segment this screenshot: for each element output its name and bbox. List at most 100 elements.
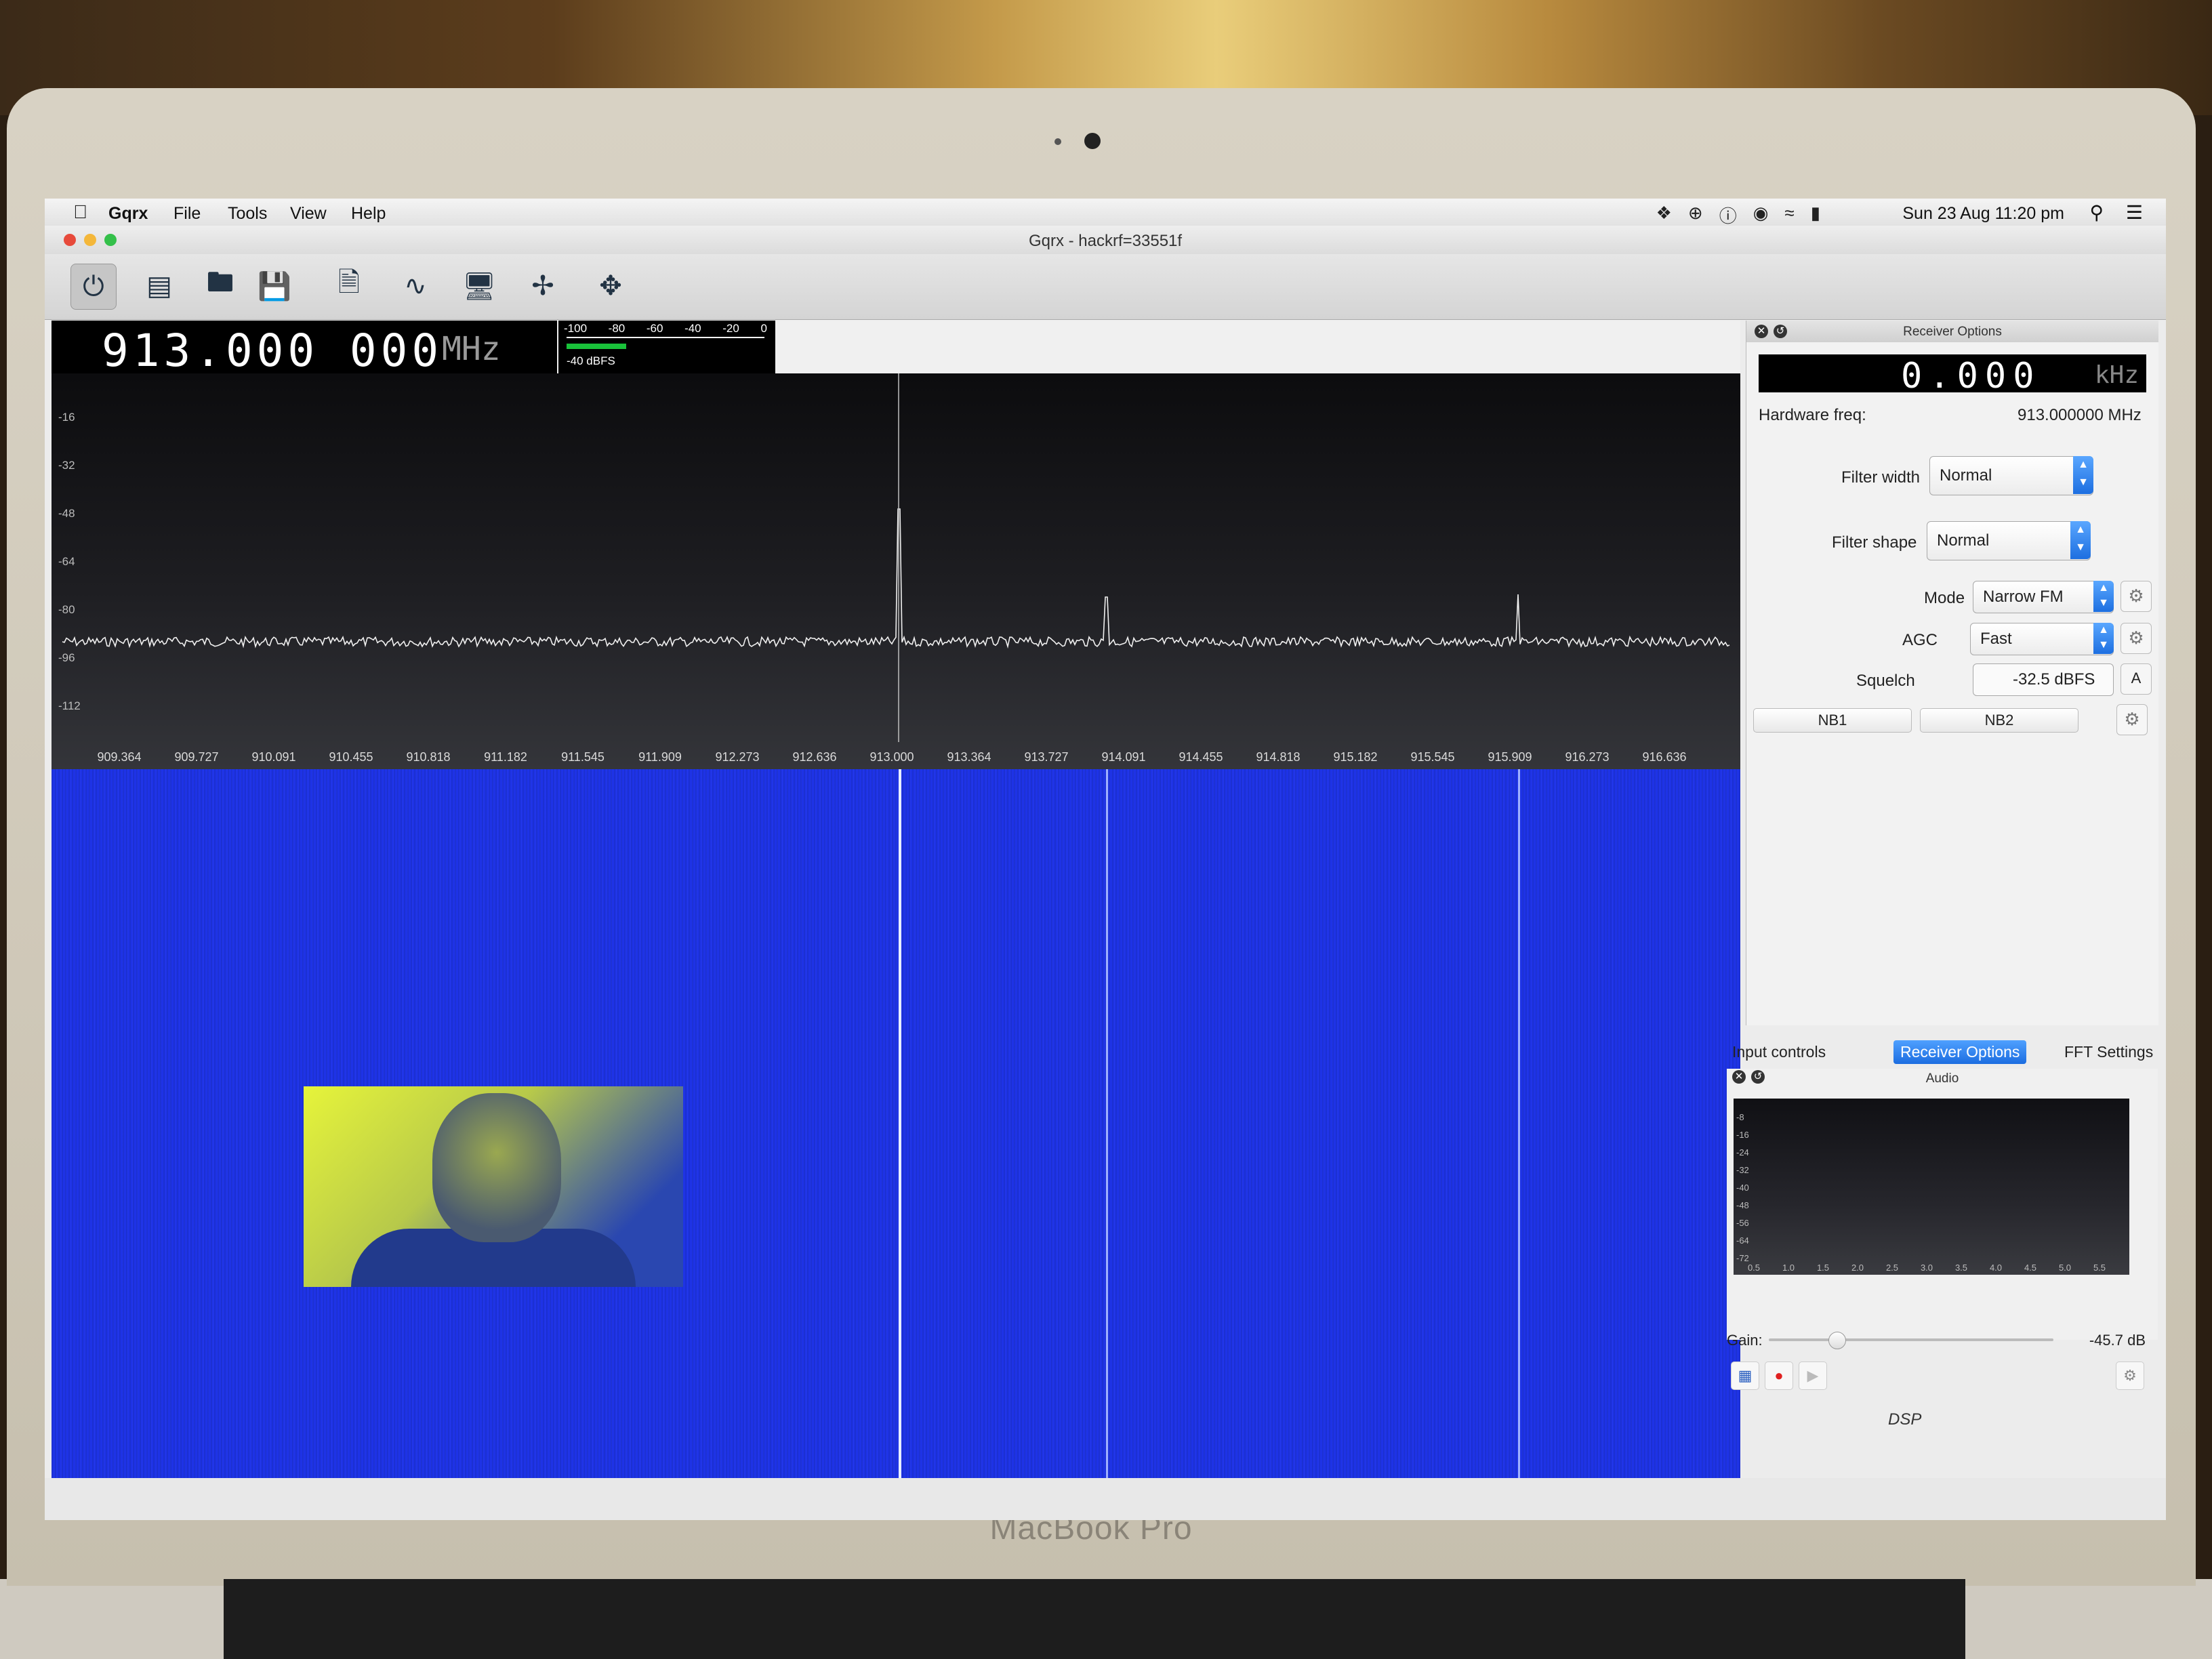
audio-y-tick-label: -16 [1736,1130,1749,1140]
menu-view[interactable]: View [290,204,327,223]
apple-icon[interactable]:  [73,201,87,223]
save-disk-icon[interactable]: 💾 [258,271,291,302]
spectrum-x-tick-label: 913.000 [869,750,914,764]
squelch-label: Squelch [1856,672,1915,690]
udp-stream-icon[interactable]: ▦ [1731,1361,1759,1390]
device-config-icon[interactable]: ▤ [146,271,172,301]
smeter-tick: -40 [684,322,701,335]
close-window-button[interactable] [64,234,76,246]
audio-y-tick-label: -56 [1736,1218,1749,1228]
agc-value: Fast [1980,630,2012,648]
filter-width-select[interactable]: Normal ▲ ▼ [1929,456,2093,495]
dock-close-icon[interactable]: ✕ [1755,325,1768,338]
audio-fft-plot[interactable]: -8 -16 -24 -32 -40 -48 -56 -64 -72 0.5 1.0 1.5 2.0 2.… [1734,1099,2129,1275]
audio-x-tick-label: 1.0 [1782,1263,1795,1273]
minimize-window-button[interactable] [84,234,96,246]
location-icon[interactable]: ⊕ [1687,203,1703,223]
bookmark-icon[interactable]: 🗎 [337,268,361,298]
offset-frequency-display[interactable]: 0.000 kHz [1759,354,2146,396]
gain-label: Gain: [1727,1332,1763,1349]
agc-select[interactable]: Fast ▲ ▼ [1970,623,2114,655]
nb1-button[interactable]: NB1 [1753,708,1912,733]
spectrum-x-tick-label: 910.091 [251,750,295,764]
offset-value[interactable]: 0.000 [1901,356,2041,396]
squelch-auto-button[interactable]: A [2121,663,2152,695]
spotlight-search-icon[interactable]: ⚲ [2089,202,2104,223]
filter-width-label: Filter width [1841,468,1921,487]
smeter-scale: -100 -80 -60 -40 -20 0 [564,322,767,335]
audio-dock-float-icon[interactable]: ↺ [1751,1070,1765,1084]
notification-center-icon[interactable]: ☰ [2125,202,2143,223]
menu-file[interactable]: File [173,204,201,223]
chevron-updown-icon: ▲ ▼ [2073,456,2093,494]
drive-icon[interactable]: ◉ [1753,203,1769,223]
hardware-freq-value: 913.000000 MHz [2018,406,2142,424]
hardware-freq-label: Hardware freq: [1759,406,1866,424]
iq-signal-icon[interactable]: ∿ [404,271,427,301]
nb2-button[interactable]: NB2 [1920,708,2078,733]
noise-blanker-wrench-icon[interactable]: ⚙ [2116,704,2148,735]
tab-fft-settings[interactable]: FFT Settings [2064,1043,2154,1061]
spectrum-x-tick-label: 911.182 [484,750,527,764]
settings-tools-icon[interactable]: ✢ [531,271,554,301]
menu-help[interactable]: Help [351,204,386,223]
smeter-tick: -80 [608,322,626,335]
record-icon[interactable]: ● [1765,1361,1793,1390]
audio-x-tick-label: 3.0 [1921,1263,1933,1273]
audio-x-tick-label: 5.0 [2059,1263,2071,1273]
tab-input-controls[interactable]: Input controls [1732,1043,1826,1061]
waterfall-signal-line [1106,769,1108,1478]
webcam-person-head [432,1093,561,1242]
spectrum-x-tick-label: 912.273 [715,750,759,764]
info-icon[interactable]: ⓘ [1719,206,1737,226]
mode-select[interactable]: Narrow FM ▲ ▼ [1973,581,2114,613]
menu-tools[interactable]: Tools [228,204,268,223]
frequency-value[interactable]: 913.000 000 [102,325,443,377]
spectrum-x-tick-label: 910.818 [406,750,450,764]
agc-options-wrench-icon[interactable]: ⚙ [2121,623,2152,654]
frequency-display[interactable]: 913.000 000 MHz [52,321,557,377]
spectrum-plot[interactable]: -16 -32 -48 -64 -80 -96 -112 909.364 909.727 910.… [52,373,1740,769]
wifi-icon[interactable]: ≈ [1784,203,1795,223]
audio-dock: ✕ ↺ Audio -8 -16 -24 -32 -40 -48 -56 -64 -72 0.5 1… [1727,1069,2158,1340]
menu-app-name[interactable]: Gqrx [108,204,148,223]
open-folder-icon[interactable]: 🖿 [207,268,234,298]
tab-receiver-options[interactable]: Receiver Options [1893,1040,2027,1064]
squelch-value: -32.5 dBFS [2013,670,2095,689]
waterfall-display[interactable] [52,769,1740,1478]
battery-icon[interactable]: ▮ [1810,203,1820,223]
audio-gain-row: Gain: -45.7 dB [1727,1329,2158,1356]
filter-shape-select[interactable]: Normal ▲ ▼ [1927,521,2091,560]
window-title: Gqrx - hackrf=33551f [1028,232,1183,250]
spectrum-x-tick-label: 915.182 [1333,750,1377,764]
smeter-tick: -20 [722,322,739,335]
spectrum-y-tick-label: -112 [58,699,81,712]
menu-clock[interactable]: Sun 23 Aug 11:20 pm [1902,204,2064,223]
play-icon[interactable]: ▶ [1799,1361,1827,1390]
audio-y-tick-label: -72 [1736,1253,1749,1263]
fullscreen-move-icon[interactable]: ✥ [599,271,622,301]
dock-title: Receiver Options [1903,325,2002,339]
squelch-spinbox[interactable]: -32.5 dBFS [1973,663,2114,696]
power-start-icon[interactable]: ⏻ [70,264,117,310]
toolbar: ⏻ ▤ 🖿 💾 🗎 ∿ 🖥 ✢ ✥ [45,254,2166,320]
audio-y-tick-label: -24 [1736,1147,1749,1158]
spectrum-x-tick-label: 911.545 [561,750,605,764]
spectrum-x-tick-label: 913.727 [1024,750,1068,764]
remote-control-icon[interactable]: 🖥 [462,271,497,302]
window-title-bar: Gqrx - hackrf=33551f [45,226,2166,255]
dock-header: ✕ ↺ Receiver Options [1746,321,2158,342]
gain-slider-handle[interactable] [1828,1332,1846,1349]
frequency-unit: MHz [442,330,501,368]
audio-x-tick-label: 5.5 [2093,1263,2106,1273]
offset-unit: kHz [2095,361,2139,389]
zoom-window-button[interactable] [104,234,117,246]
spectrum-x-tick-label: 913.364 [947,750,991,764]
dropbox-icon[interactable]: ❖ [1656,203,1672,223]
dock-float-icon[interactable]: ↺ [1774,325,1787,338]
gain-slider-track[interactable] [1769,1338,2053,1341]
mode-options-wrench-icon[interactable]: ⚙ [2121,581,2152,612]
audio-dock-close-icon[interactable]: ✕ [1732,1070,1746,1084]
audio-options-wrench-icon[interactable]: ⚙ [2116,1361,2144,1390]
camera-lens [1084,133,1101,149]
